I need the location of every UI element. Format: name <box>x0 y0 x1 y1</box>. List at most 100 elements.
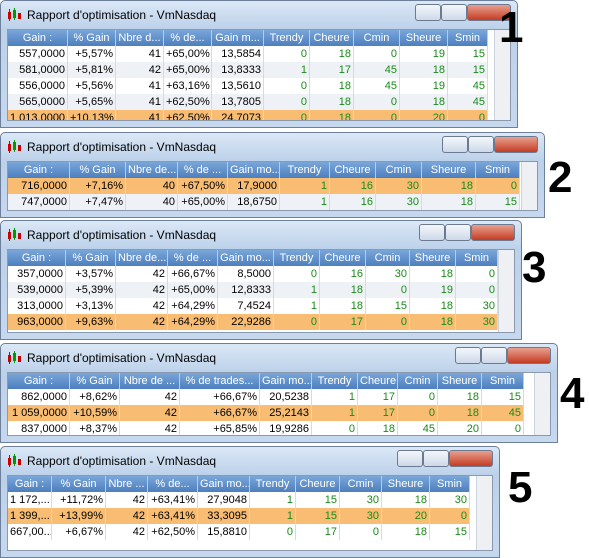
cell: 30 <box>376 178 422 194</box>
window: Rapport d'optimisation - VmNasdaq Gain :%… <box>0 0 518 128</box>
cell: +5,81% <box>68 62 116 78</box>
cell: 747,0000 <box>8 194 70 210</box>
icon-svg <box>8 228 21 241</box>
scrollbar[interactable] <box>521 162 537 210</box>
data-row[interactable]: 557,0000 +5,57% 41 +65,00% 13,5854 0 18 0 19 15 <box>8 46 488 62</box>
data-row[interactable]: 667,00... +6,67% 42 +62,50% 15,8810 0 17 0 18 15 <box>8 524 470 540</box>
results-table: Gain :% Gain Nbre ...% de... Gain mo... Tre… <box>7 475 493 551</box>
title-bar: Rapport d'optimisation - VmNasdaq <box>1 344 557 372</box>
icon-svg <box>8 454 21 467</box>
cell: 15,8810 <box>198 524 250 540</box>
minimize-button[interactable] <box>419 224 445 241</box>
cell: +65,00% <box>178 194 228 210</box>
cell: 0 <box>250 524 296 540</box>
maximize-button[interactable] <box>445 224 471 241</box>
cell: 0 <box>366 314 410 330</box>
data-row[interactable]: 862,0000 +8,62% 42 +66,67% 20,5238 1 17 0 18 15 <box>8 389 524 405</box>
minimize-button[interactable] <box>415 4 441 21</box>
cell: 18 <box>310 94 354 110</box>
close-button[interactable] <box>467 4 511 21</box>
data-row[interactable]: 313,0000 +3,13% 42 +64,29% 7,4524 1 18 15 18 30 <box>8 298 498 314</box>
cell: +64,29% <box>168 314 218 330</box>
cell: 33,3095 <box>198 508 250 524</box>
close-button[interactable] <box>449 450 493 467</box>
column-header: % Gain <box>52 476 106 492</box>
data-row[interactable]: 1 172,... +11,72% 42 +63,41% 27,9048 1 15 30 18 3… <box>8 492 470 508</box>
close-button[interactable] <box>471 224 515 241</box>
maximize-button[interactable] <box>441 4 467 21</box>
data-row[interactable]: 747,0000 +7,47% 40 +65,00% 18,6750 1 16 30 18 15 <box>8 194 520 210</box>
cell: 41 <box>116 78 164 94</box>
maximize-button[interactable] <box>423 450 449 467</box>
scrollbar[interactable] <box>534 373 550 435</box>
minimize-button[interactable] <box>397 450 423 467</box>
cell: 18 <box>382 524 430 540</box>
data-row[interactable]: 837,0000 +8,37% 42 +65,85% 19,9286 0 18 45 20 0 <box>8 421 524 435</box>
cell: 17 <box>358 405 398 421</box>
data-row[interactable]: 581,0000 +5,81% 42 +65,00% 13,8333 1 17 45 18 15 <box>8 62 488 78</box>
cell: 18 <box>410 266 456 282</box>
selected-row[interactable]: 963,0000 +9,63% 42 +64,29% 22,9286 0 17 0 18 30 <box>8 314 498 330</box>
cell: 0 <box>274 266 320 282</box>
scrollbar[interactable] <box>476 476 492 550</box>
maximize-button[interactable] <box>468 136 494 153</box>
icon-svg <box>8 8 21 21</box>
cell: +5,39% <box>66 282 116 298</box>
window-title: Rapport d'optimisation - VmNasdaq <box>27 140 217 154</box>
column-header: Cmin <box>354 30 400 46</box>
data-row[interactable]: 539,0000 +5,39% 42 +65,00% 12,8333 1 18 0 19 0 <box>8 282 498 298</box>
close-button[interactable] <box>494 136 538 153</box>
cell: 30 <box>456 314 498 330</box>
column-header: Smin <box>456 250 498 266</box>
cell: 18 <box>382 492 430 508</box>
scrollbar[interactable] <box>498 250 514 332</box>
window-title: Rapport d'optimisation - VmNasdaq <box>27 228 217 242</box>
cell: 1 <box>250 492 296 508</box>
cell: 1 059,0000 <box>8 405 70 421</box>
selected-row[interactable]: 1 059,0000 +10,59% 42 +66,67% 25,2143 1 17 0 18 4… <box>8 405 524 421</box>
minimize-button[interactable] <box>442 136 468 153</box>
cell: 0 <box>264 110 310 120</box>
cell: 0 <box>398 405 438 421</box>
data-row[interactable]: 357,0000 +3,57% 42 +66,67% 8,5000 0 16 30 18 0 <box>8 266 498 282</box>
column-header: Cmin <box>340 476 382 492</box>
cell: 27,9048 <box>198 492 250 508</box>
scrollbar[interactable] <box>494 30 510 120</box>
cell: 0 <box>340 524 382 540</box>
cell: +11,72% <box>52 492 106 508</box>
cell: +10,13% <box>68 110 116 120</box>
data-row[interactable]: 556,0000 +5,56% 41 +63,16% 13,5610 0 18 45 19 45 <box>8 78 488 94</box>
header-row: Gain :% Gain Nbre de ...% de trades... Gai… <box>8 373 524 389</box>
results-table: Gain :% Gain Nbre de ...% de trades... Gai… <box>7 372 551 436</box>
column-header: Smin <box>482 373 524 389</box>
selected-row[interactable]: 1 399,... +13,99% 42 +63,41% 33,3095 1 15 30 20 0 <box>8 508 470 524</box>
minimize-button[interactable] <box>455 347 481 364</box>
cell: 42 <box>116 62 164 78</box>
cell: 0 <box>448 110 488 120</box>
data-row[interactable]: 565,0000 +5,65% 41 +62,50% 13,7805 0 18 0 18 45 <box>8 94 488 110</box>
maximize-button[interactable] <box>481 347 507 364</box>
cell: 667,00... <box>10 524 52 540</box>
cell: +7,16% <box>70 178 126 194</box>
cell: 1 <box>274 298 320 314</box>
cell: +65,00% <box>164 62 212 78</box>
column-header: % Gain <box>70 162 126 178</box>
column-header: Smin <box>448 30 488 46</box>
selected-row[interactable]: 716,0000 +7,16% 40 +67,50% 17,9000 1 16 30 18 0 <box>8 178 520 194</box>
cell: 716,0000 <box>8 178 70 194</box>
cell: 15 <box>296 508 340 524</box>
column-header: Nbre de... <box>116 250 168 266</box>
cell: 42 <box>120 405 180 421</box>
column-header: Nbre ... <box>106 476 148 492</box>
window: Rapport d'optimisation - VmNasdaq Gain :%… <box>0 132 545 218</box>
cell: +8,37% <box>70 421 120 435</box>
cell: 12,8333 <box>218 282 274 298</box>
selected-row[interactable]: 1 013,0000 +10,13% 41 +62,50% 24,7073 0 18 0 20 0 <box>8 110 488 120</box>
cell: +65,85% <box>180 421 260 435</box>
cell: 539,0000 <box>8 282 66 298</box>
close-button[interactable] <box>507 347 551 364</box>
cell: 13,5610 <box>212 78 264 94</box>
column-header: Nbre d... <box>116 30 164 46</box>
column-header: Gain : <box>8 250 66 266</box>
cell: +6,67% <box>52 524 106 540</box>
